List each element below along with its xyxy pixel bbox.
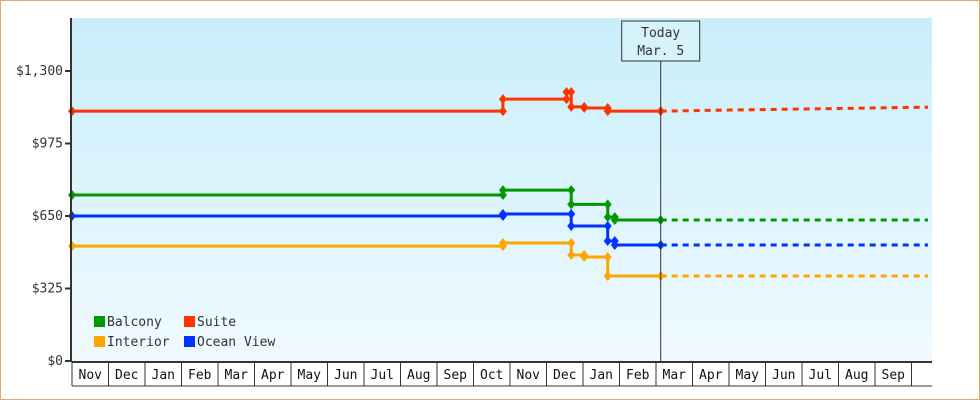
y-tick-label: $650 [32,209,63,224]
series-suite [68,86,929,117]
data-point[interactable] [567,237,576,248]
data-point[interactable] [603,199,612,210]
x-tick-label: Sep [882,368,906,383]
data-point[interactable] [567,101,576,112]
data-point[interactable] [567,185,576,196]
today-label-line1: Today [641,26,680,41]
legend-swatch [184,336,195,347]
legend-swatch [184,316,195,327]
y-tick-label: $325 [32,282,63,297]
x-tick-label: Apr [261,368,285,383]
legend-item[interactable]: Balcony [94,315,162,330]
x-tick-label: Oct [480,368,503,383]
forecast-line [660,105,929,113]
data-point[interactable] [567,221,576,232]
data-point[interactable] [498,94,507,105]
data-point[interactable] [498,106,507,117]
data-point[interactable] [603,106,612,117]
legend-label: Interior [107,335,170,350]
data-point[interactable] [562,86,571,97]
x-tick-label: Mar [663,368,687,383]
legend-label: Balcony [107,315,162,330]
data-point[interactable] [603,235,612,246]
x-tick-label: May [736,368,760,383]
legend-swatch [94,316,105,327]
x-tick-label: Mar [225,368,249,383]
data-point[interactable] [610,240,619,250]
x-tick-label: Nov [517,368,541,383]
legend-item[interactable]: Ocean View [184,335,275,350]
data-point[interactable] [567,208,576,219]
legend-item[interactable]: Interior [94,335,170,350]
x-tick-label: Jun [334,368,357,383]
y-tick-label: $975 [32,137,63,152]
series-ocean-view [68,208,928,250]
data-point[interactable] [580,252,589,263]
x-tick-label: Feb [626,368,650,383]
x-tick-label: Jul [809,368,832,383]
x-tick-label: Jul [371,368,394,383]
data-point[interactable] [562,94,571,105]
x-tick-label: Nov [79,368,103,383]
y-tick-label: $1,300 [16,64,63,79]
x-tick-label: Dec [115,368,138,383]
x-tick-label: Aug [407,368,430,383]
legend-label: Suite [197,315,236,330]
y-tick-label: $0 [47,354,63,369]
x-tick-label: Dec [553,368,576,383]
x-tick-label: May [298,368,322,383]
x-tick-label: Jan [590,368,613,383]
data-point[interactable] [610,215,619,226]
x-tick-label: Aug [845,368,868,383]
data-point[interactable] [498,185,507,196]
data-point[interactable] [603,271,612,282]
data-point[interactable] [603,252,612,263]
data-point[interactable] [567,250,576,261]
x-tick-label: Apr [699,368,723,383]
data-point[interactable] [567,199,576,210]
data-point[interactable] [567,86,576,97]
legend-item[interactable]: Suite [184,315,236,330]
legend-label: Ocean View [197,335,275,350]
x-tick-label: Jan [152,368,175,383]
legend-swatch [94,336,105,347]
data-point[interactable] [498,208,507,219]
today-label: Today Mar. 5 [621,20,701,62]
data-point[interactable] [603,221,612,232]
data-point[interactable] [603,212,612,223]
data-point[interactable] [498,237,507,248]
data-point[interactable] [580,103,589,114]
x-tick-label: Jun [772,368,795,383]
today-label-date: Mar. 5 [637,44,684,59]
x-tick-label: Sep [444,368,468,383]
x-tick-label: Feb [188,368,212,383]
